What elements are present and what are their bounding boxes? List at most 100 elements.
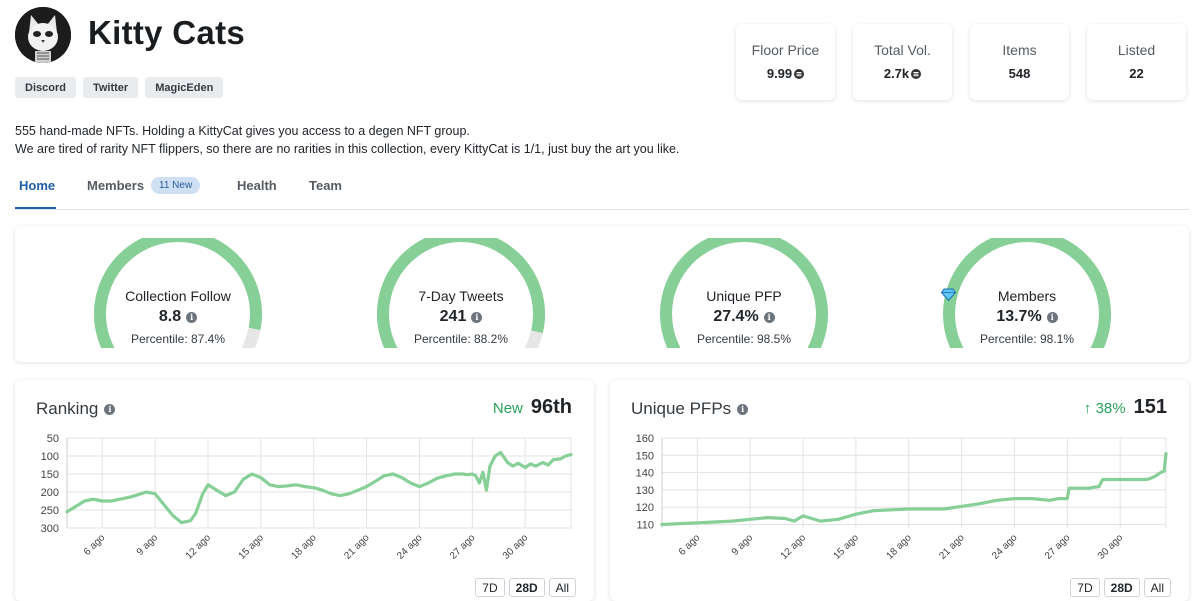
gauge-arc bbox=[377, 238, 545, 348]
stat-listed: Listed 22 bbox=[1087, 24, 1186, 100]
chart-title: Unique PFPs bbox=[631, 399, 732, 418]
info-icon[interactable]: i bbox=[104, 403, 116, 415]
y-tick-label: 300 bbox=[41, 523, 59, 535]
info-icon[interactable]: i bbox=[763, 311, 775, 323]
collection-description: 555 hand-made NFTs. Holding a KittyCat g… bbox=[15, 122, 679, 158]
range-all-button[interactable]: All bbox=[548, 578, 576, 597]
pfps-title-row: Unique PFPs i bbox=[631, 399, 749, 419]
ranking-line-chart: 50 100 150 200 250 300 6 ago 9 ago 12 ago 15 ago 1… bbox=[41, 433, 573, 562]
stats-row: Floor Price 9.99 Total Vol. 2.7k Items 5… bbox=[736, 24, 1186, 100]
y-tick-label: 100 bbox=[41, 451, 59, 463]
ranking-value: 96th bbox=[530, 396, 572, 418]
gauge-value: 8.8 bbox=[158, 308, 182, 325]
x-tick-label: 12 ago bbox=[184, 532, 214, 562]
pfps-summary: ↑ 38% 151 bbox=[1084, 396, 1167, 419]
unique-pfps-chart-card: Unique PFPs i ↑ 38% 151 110 120 130 140 150 1… bbox=[610, 380, 1189, 601]
x-tick-label: 9 ago bbox=[730, 532, 756, 558]
description-line: We are tired of rarity NFT flippers, so … bbox=[15, 142, 680, 156]
sol-coin-icon bbox=[794, 68, 805, 79]
info-icon[interactable]: i bbox=[737, 403, 749, 415]
info-icon[interactable]: i bbox=[186, 311, 198, 323]
discord-link[interactable]: Discord bbox=[15, 77, 76, 98]
magiceden-link[interactable]: MagicEden bbox=[145, 77, 224, 98]
stat-total-volume: Total Vol. 2.7k bbox=[853, 24, 952, 100]
y-tick-label: 250 bbox=[41, 505, 59, 517]
chart-title: Ranking bbox=[36, 399, 99, 418]
diamond-icon bbox=[941, 288, 956, 301]
gauge-value: 241 bbox=[439, 308, 467, 325]
x-tick-label: 24 ago bbox=[990, 532, 1020, 562]
unique-pfps-line-chart: 110 120 130 140 150 160 6 ago 9 ago 12 ago 15 ago… bbox=[636, 433, 1168, 562]
gauge-arc bbox=[943, 238, 1111, 348]
y-tick-label: 110 bbox=[636, 520, 654, 532]
gauge-fill bbox=[377, 238, 545, 348]
collection-title: Kitty Cats bbox=[88, 14, 246, 51]
info-icon[interactable]: i bbox=[1046, 311, 1058, 323]
y-tick-label: 200 bbox=[41, 487, 59, 499]
stat-items: Items 548 bbox=[970, 24, 1069, 100]
stat-label: Listed bbox=[1117, 42, 1156, 58]
stat-value: 548 bbox=[1008, 66, 1031, 81]
collection-avatar bbox=[15, 7, 71, 63]
stat-floor-price: Floor Price 9.99 bbox=[736, 24, 835, 100]
tab-members[interactable]: Members bbox=[87, 178, 145, 193]
x-tick-label: 27 ago bbox=[1043, 532, 1073, 562]
gauge-7-day-tweets: 7-Day Tweets 241 i Percentile: 88.2% bbox=[375, 238, 547, 348]
gauge-title: Unique PFP bbox=[706, 288, 782, 304]
range-28d-button[interactable]: 28D bbox=[508, 578, 545, 597]
gauge-title-row: Members bbox=[941, 288, 1113, 304]
pfps-change: ↑ 38% bbox=[1083, 400, 1126, 417]
range-7d-button[interactable]: 7D bbox=[475, 578, 505, 597]
y-tick-label: 120 bbox=[636, 502, 654, 514]
gauge-value-row: 8.8 i bbox=[92, 308, 264, 326]
series-line bbox=[65, 450, 573, 525]
tab-home[interactable]: Home bbox=[19, 178, 56, 193]
x-tick-label: 30 ago bbox=[501, 532, 531, 562]
gauge-fill bbox=[94, 238, 262, 348]
stat-value-text: 9.99 bbox=[766, 66, 793, 81]
y-tick-label: 130 bbox=[636, 485, 654, 497]
gauge-value-row: 241 i bbox=[375, 308, 547, 326]
stat-label: Total Vol. bbox=[874, 42, 931, 58]
stat-value: 2.7k bbox=[853, 66, 952, 81]
pfps-value: 151 bbox=[1133, 396, 1167, 418]
sol-coin-icon bbox=[911, 68, 922, 79]
pfps-range-selector: 7D 28D All bbox=[1070, 578, 1171, 597]
twitter-link[interactable]: Twitter bbox=[82, 77, 139, 98]
x-tick-label: 9 ago bbox=[135, 532, 161, 558]
info-icon[interactable]: i bbox=[471, 311, 483, 323]
gauge-title: 7-Day Tweets bbox=[418, 288, 504, 304]
range-all-button[interactable]: All bbox=[1143, 578, 1171, 597]
description-line: 555 hand-made NFTs. Holding a KittyCat g… bbox=[15, 124, 470, 138]
x-tick-label: 18 ago bbox=[289, 532, 319, 562]
x-tick-label: 6 ago bbox=[677, 532, 703, 558]
gauge-collection-follow: Collection Follow 8.8 i Percentile: 87.4… bbox=[92, 238, 264, 348]
gauge-fill bbox=[660, 238, 828, 348]
social-links: Discord Twitter MagicEden bbox=[15, 77, 224, 98]
tab-health[interactable]: Health bbox=[237, 178, 277, 193]
tab-team[interactable]: Team bbox=[309, 178, 342, 193]
stat-value: 9.99 bbox=[736, 66, 835, 81]
gauge-title: Collection Follow bbox=[125, 288, 231, 304]
metrics-panel: Collection Follow 8.8 i Percentile: 87.4… bbox=[15, 226, 1189, 362]
gauge-title: Members bbox=[997, 288, 1057, 304]
gauge-percentile: Percentile: 98.5% bbox=[696, 332, 792, 346]
x-tick-label: 15 ago bbox=[832, 532, 862, 562]
ranking-range-selector: 7D 28D All bbox=[475, 578, 576, 597]
gauge-percentile: Percentile: 88.2% bbox=[413, 332, 509, 346]
range-7d-button[interactable]: 7D bbox=[1070, 578, 1100, 597]
x-tick-label: 21 ago bbox=[342, 532, 372, 562]
gauge-arc bbox=[94, 238, 262, 348]
members-new-badge: 11 New bbox=[151, 177, 201, 194]
y-tick-label: 150 bbox=[41, 469, 59, 481]
y-tick-label: 150 bbox=[636, 450, 654, 462]
range-28d-button[interactable]: 28D bbox=[1103, 578, 1140, 597]
stat-label: Floor Price bbox=[751, 42, 820, 58]
ranking-summary: New 96th bbox=[493, 396, 572, 419]
ranking-change: New bbox=[492, 400, 523, 417]
gauge-members: Members 13.7% i Percentile: 98.1% bbox=[941, 238, 1113, 348]
x-tick-label: 18 ago bbox=[884, 532, 914, 562]
stat-value-text: 2.7k bbox=[883, 66, 910, 81]
gauge-unique-pfp: Unique PFP 27.4% i Percentile: 98.5% bbox=[658, 238, 830, 348]
gauge-fill bbox=[943, 238, 1111, 348]
